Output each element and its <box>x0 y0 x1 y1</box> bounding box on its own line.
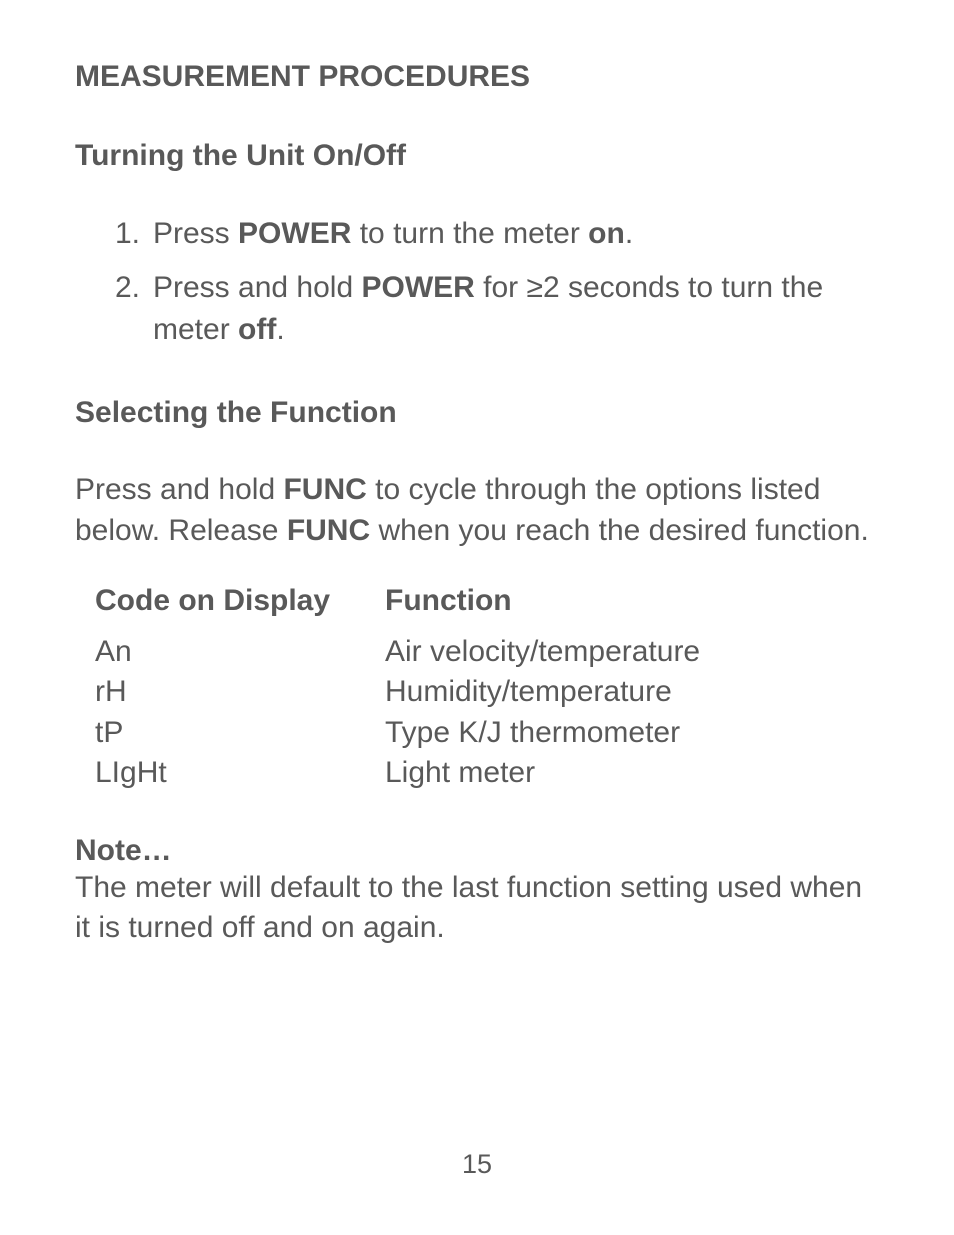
page-number: 15 <box>0 1149 954 1180</box>
table-cell-code: An <box>95 632 385 673</box>
text-fragment: Press <box>153 217 238 250</box>
bold-text: on <box>588 217 625 250</box>
bold-text: POWER <box>238 217 351 250</box>
table-row: tP Type K/J thermometer <box>95 713 879 754</box>
ordered-list-power: 1. Press POWER to turn the meter on. 2. … <box>115 213 879 351</box>
table-cell-code: tP <box>95 713 385 754</box>
note-block: Note… The meter will default to the last… <box>75 834 879 949</box>
note-heading: Note… <box>75 834 879 868</box>
text-fragment: to turn the meter <box>351 217 588 250</box>
section-heading-function: Selecting the Function <box>75 396 879 430</box>
function-table: Code on Display Function An Air velocity… <box>95 581 879 794</box>
text-fragment: Press and hold <box>153 271 361 304</box>
table-row: rH Humidity/temperature <box>95 672 879 713</box>
list-text: Press and hold POWER for ≥2 seconds to t… <box>153 267 879 351</box>
bold-text: POWER <box>361 271 474 304</box>
table-cell-function: Light meter <box>385 753 879 794</box>
table-cell-code: LIgHt <box>95 753 385 794</box>
bold-text: off <box>238 313 276 346</box>
table-row: LIgHt Light meter <box>95 753 879 794</box>
table-header-row: Code on Display Function <box>95 581 879 622</box>
table-cell-function: Type K/J thermometer <box>385 713 879 754</box>
list-item: 2. Press and hold POWER for ≥2 seconds t… <box>115 267 879 351</box>
table-cell-function: Air velocity/temperature <box>385 632 879 673</box>
list-number: 1. <box>115 213 153 255</box>
list-text: Press POWER to turn the meter on. <box>153 213 879 255</box>
text-fragment: . <box>276 313 284 346</box>
text-fragment: Press and hold <box>75 473 283 506</box>
list-number: 2. <box>115 267 153 351</box>
section-heading-power: Turning the Unit On/Off <box>75 139 879 173</box>
page-title: MEASUREMENT PROCEDURES <box>75 60 879 94</box>
table-cell-function: Humidity/temperature <box>385 672 879 713</box>
table-row: An Air velocity/temperature <box>95 632 879 673</box>
list-item: 1. Press POWER to turn the meter on. <box>115 213 879 255</box>
note-text: The meter will default to the last funct… <box>75 868 879 949</box>
function-paragraph: Press and hold FUNC to cycle through the… <box>75 470 879 551</box>
text-fragment: when you reach the desired function. <box>370 514 869 547</box>
table-header-function: Function <box>385 581 879 622</box>
bold-text: FUNC <box>287 514 370 547</box>
bold-text: FUNC <box>283 473 366 506</box>
table-cell-code: rH <box>95 672 385 713</box>
table-header-code: Code on Display <box>95 581 385 622</box>
text-fragment: . <box>625 217 633 250</box>
